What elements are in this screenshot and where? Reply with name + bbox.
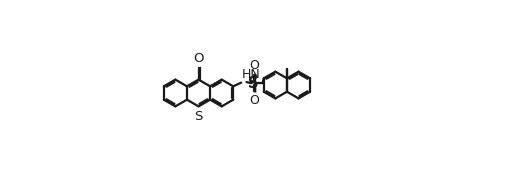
- Text: O: O: [249, 94, 260, 107]
- Text: O: O: [193, 52, 204, 65]
- Text: HN: HN: [242, 68, 261, 81]
- Text: O: O: [249, 59, 260, 72]
- Text: S: S: [248, 76, 259, 91]
- Text: S: S: [194, 110, 203, 123]
